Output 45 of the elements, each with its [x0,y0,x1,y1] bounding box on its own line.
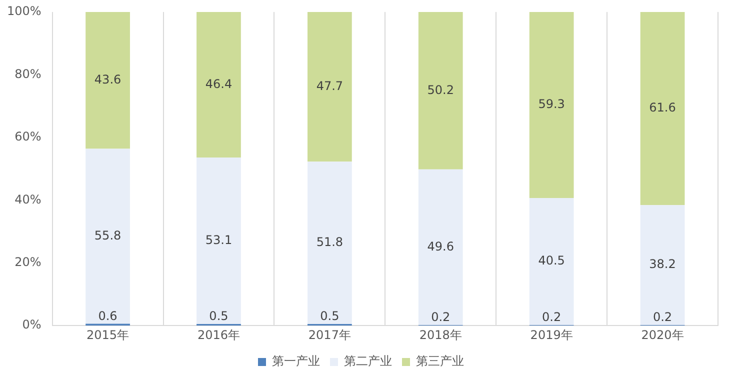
y-tick-label: 40% [14,192,42,206]
x-tick-label: 2015年 [86,328,130,342]
data-label: 61.6 [649,100,676,115]
data-label: 46.4 [205,76,232,91]
y-tick-label: 20% [14,255,42,270]
y-tick-label: 0% [22,318,42,332]
x-tick-label: 2019年 [530,328,573,342]
bar [640,205,685,325]
x-tick-label: 2018年 [419,328,462,342]
legend-label: 第二产业 [344,354,392,368]
bar [529,12,574,198]
data-label: 40.5 [538,254,565,268]
y-tick-label: 100% [6,4,42,18]
bar [418,169,463,325]
data-label: 0.2 [431,310,450,324]
data-label: 43.6 [94,72,122,86]
bar [307,12,352,162]
bar [640,12,685,206]
bar [418,12,463,170]
data-label: 59.3 [538,97,565,112]
bar [196,12,241,158]
data-label: 55.8 [94,228,122,242]
data-label: 49.6 [427,239,454,254]
bar [86,12,130,149]
data-label: 51.8 [316,234,344,249]
data-label: 0.6 [98,308,118,323]
data-label: 50.2 [427,82,454,97]
x-tick-label: 2020年 [641,328,684,342]
x-tick-label: 2016年 [197,328,240,342]
legend-label: 第三产业 [416,354,464,368]
y-tick-label: 80% [14,66,42,81]
data-label: 0.5 [320,309,340,324]
x-tick-label: 2017年 [308,328,351,342]
bar [307,162,352,324]
data-label: 0.5 [209,309,228,324]
bar [196,158,241,324]
data-label: 53.1 [205,232,232,247]
y-tick-label: 60% [14,130,42,144]
legend-label: 第一产业 [272,354,320,368]
data-label: 0.2 [542,310,562,324]
bar [529,198,574,325]
data-label: 38.2 [649,257,676,272]
bar [86,148,130,324]
data-label: 0.2 [652,310,672,324]
data-label: 47.7 [316,78,344,93]
